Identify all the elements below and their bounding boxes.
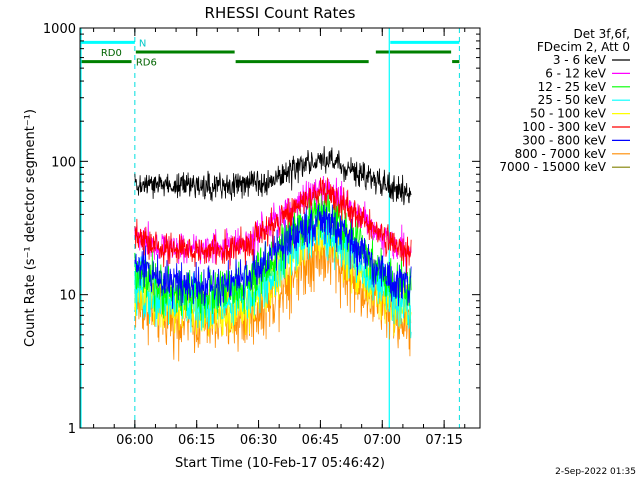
y-tick-label: 100	[51, 155, 76, 170]
x-tick-label: 06:15	[178, 433, 215, 448]
flag-label-rd6: RD6	[136, 58, 157, 69]
flag-label-n: N	[139, 38, 146, 49]
legend-entry-3-6-kev: 3 - 6 keV	[553, 53, 607, 67]
legend-entry-6-12-kev: 6 - 12 keV	[545, 66, 607, 80]
y-tick-label: 10	[59, 289, 76, 304]
x-tick-label: 07:00	[364, 433, 401, 448]
flag-label-rd0: RD0	[101, 48, 122, 59]
legend-entry-50-100-kev: 50 - 100 keV	[530, 107, 607, 121]
y-tick-label: 1000	[43, 22, 76, 37]
series-layer	[134, 146, 412, 362]
legend-header: Det 3f,6f,	[574, 27, 631, 41]
series-100-300-kev	[134, 177, 412, 274]
series-3-6-kev	[134, 146, 412, 206]
x-axis-label: Start Time (10-Feb-17 05:46:42)	[175, 456, 385, 471]
x-tick-label: 06:00	[116, 433, 153, 448]
plot-frame	[79, 27, 481, 429]
x-tick-label: 07:15	[425, 433, 462, 448]
flags-layer: N RD0 RD6	[81, 38, 460, 69]
x-tick-label: 06:45	[302, 433, 339, 448]
legend-entry-300-800-kev: 300 - 800 keV	[522, 133, 606, 147]
legend-entry-12-25-kev: 12 - 25 keV	[538, 80, 607, 94]
legend-entry-800-7000-kev: 800 - 7000 keV	[515, 147, 607, 161]
legend-entry-25-50-kev: 25 - 50 keV	[538, 93, 607, 107]
x-tick-label: 06:30	[240, 433, 277, 448]
footer-timestamp: 2-Sep-2022 01:35	[555, 467, 636, 477]
chart-title: RHESSI Count Rates	[205, 4, 356, 22]
legend-entry-7000-15000-kev: 7000 - 15000 keV	[499, 160, 606, 174]
y-tick-label: 1	[68, 422, 76, 437]
axes-layer: 06:00 06:15 06:30 06:45 07:00 07:15 1 10 100 1000	[43, 22, 480, 448]
y-axis-label: Count Rate (s⁻¹ detector segment⁻¹)	[23, 109, 38, 347]
legend-entry-100-300-kev: 100 - 300 keV	[522, 120, 606, 134]
legend-header: FDecim 2, Att 0	[537, 40, 630, 54]
